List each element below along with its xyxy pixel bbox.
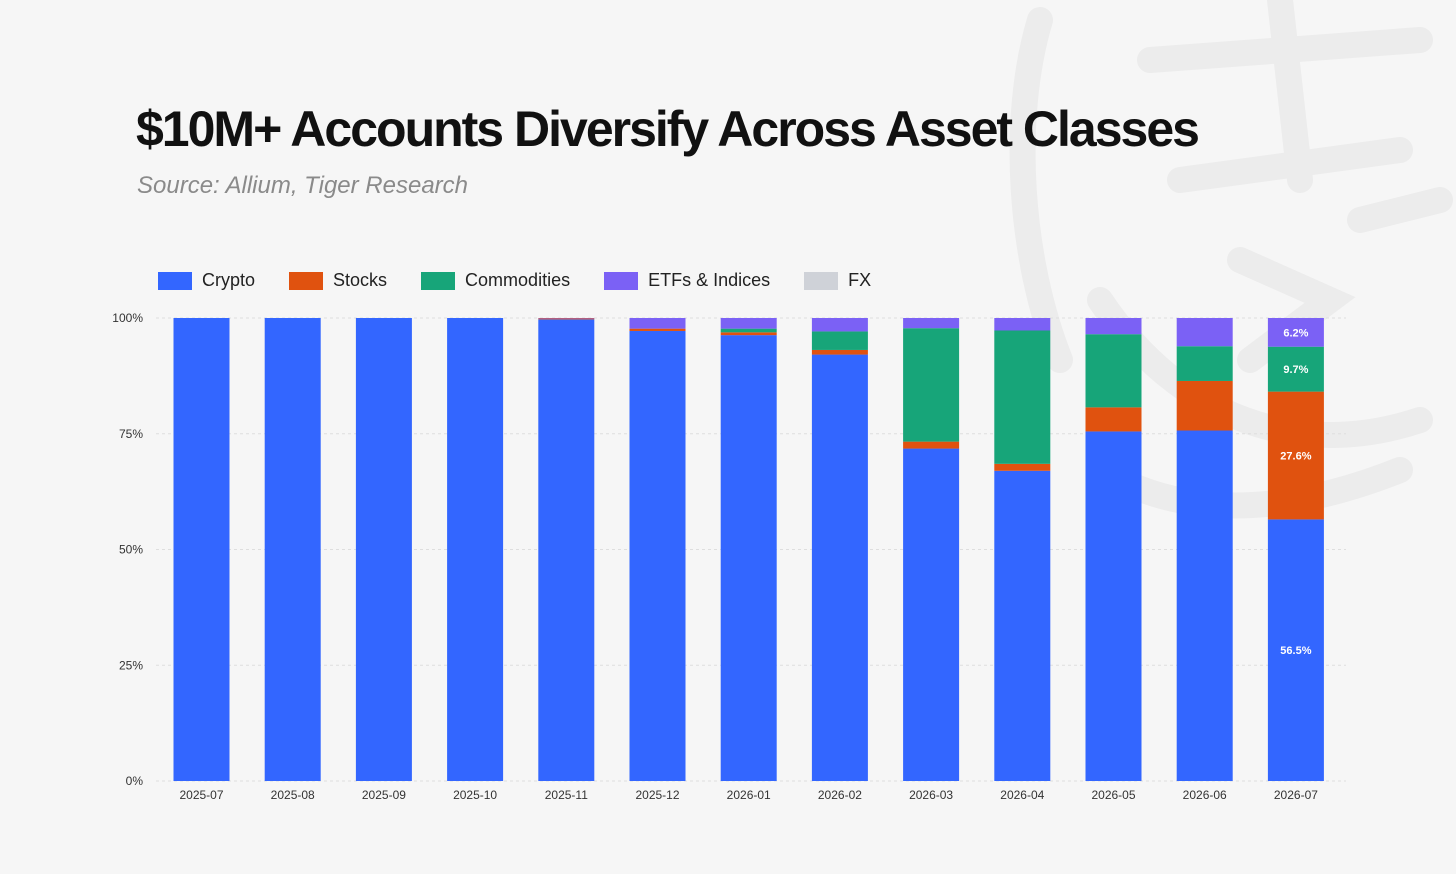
y-tick-label: 25% [119, 658, 143, 672]
data-label: 27.6% [1280, 451, 1311, 463]
bar-segment-commodities [994, 330, 1051, 464]
x-tick-label: 2025-10 [453, 788, 497, 802]
y-tick-label: 50% [119, 543, 143, 557]
data-label: 6.2% [1283, 327, 1308, 339]
data-label: 56.5% [1280, 645, 1311, 657]
bar-segment-crypto [355, 318, 412, 781]
x-tick-label: 2026-07 [1274, 788, 1318, 802]
x-tick-label: 2025-07 [179, 788, 223, 802]
x-tick-label: 2026-01 [727, 788, 771, 802]
legend-label-crypto: Crypto [202, 270, 256, 290]
bar-segment-etfs-indices [903, 318, 960, 329]
legend-swatch-etfs [604, 271, 639, 290]
bar-segment-commodities [1176, 346, 1233, 381]
chart-subtitle: Source: Allium, Tiger Research [137, 172, 469, 199]
data-label: 9.7% [1283, 364, 1308, 376]
x-tick-label: 2025-12 [635, 788, 679, 802]
legend-item-commodities: Commodities [421, 270, 570, 291]
bar-segment-crypto [720, 335, 777, 781]
legend-label-commodities: Commodities [465, 270, 571, 290]
bar-segment-crypto [1267, 519, 1324, 781]
x-tick-label: 2026-04 [1000, 788, 1044, 802]
bar-segment-stocks [1176, 380, 1233, 431]
x-tick-label: 2026-03 [909, 788, 953, 802]
bar-segment-commodities [1267, 346, 1324, 392]
bar-segment-stocks [1085, 407, 1142, 432]
legend-item-stocks: Stocks [289, 270, 387, 291]
x-tick-label: 2026-05 [1091, 788, 1135, 802]
bar-segment-etfs-indices [720, 318, 777, 329]
bar-segment-crypto [1085, 431, 1142, 781]
legend-swatch-commodities [421, 271, 456, 290]
legend-item-crypto: Crypto [158, 270, 255, 291]
bar-segment-commodities [1085, 334, 1142, 408]
bar-segment-commodities [903, 328, 960, 442]
legend-item-etfs: ETFs & Indices [604, 270, 770, 291]
bar-segment-crypto [811, 354, 868, 781]
legend-label-fx: FX [848, 270, 872, 290]
bar-segment-etfs-indices [1176, 318, 1233, 347]
bar-segment-etfs-indices [629, 318, 686, 329]
bar-segment-crypto [264, 318, 321, 781]
bar-segment-crypto [994, 470, 1051, 781]
bar-segment-stocks [903, 441, 960, 449]
y-tick-label: 100% [112, 311, 143, 325]
x-tick-label: 2026-06 [1183, 788, 1227, 802]
bar-segment-stocks [720, 332, 777, 336]
bar-segment-stocks [994, 463, 1051, 471]
bar-segment-crypto [173, 318, 230, 781]
legend-swatch-crypto [158, 271, 192, 290]
legend-label-etfs: ETFs & Indices [648, 270, 771, 290]
bar-segment-commodities [811, 331, 868, 350]
x-tick-label: 2025-11 [545, 788, 588, 802]
bar-segment-etfs-indices [811, 318, 868, 332]
x-tick-label: 2026-02 [818, 788, 862, 802]
bar-segment-stocks [629, 328, 686, 331]
bar-segment-stocks [811, 349, 868, 355]
x-tick-label: 2025-09 [362, 788, 406, 802]
legend-swatch-stocks [289, 271, 324, 290]
legend-swatch-fx [804, 271, 839, 290]
bar-segment-commodities [720, 328, 777, 333]
bar-segment-crypto [538, 319, 595, 781]
legend-label-stocks: Stocks [333, 270, 388, 290]
bar-segment-crypto [447, 318, 504, 781]
bar-segment-stocks [538, 318, 595, 320]
x-tick-label: 2025-08 [271, 788, 315, 802]
bar-segment-etfs-indices [994, 318, 1051, 331]
chart-title: $10M+ Accounts Diversify Across Asset Cl… [136, 101, 1200, 157]
bar-segment-crypto [1176, 430, 1233, 781]
y-tick-label: 75% [119, 427, 143, 441]
bar-segment-etfs-indices [1085, 318, 1142, 335]
y-tick-label: 0% [126, 774, 144, 788]
legend-item-fx: FX [804, 270, 871, 291]
bar-segment-etfs-indices [1267, 318, 1324, 347]
legend: Crypto Stocks Commodities ETFs & Indices… [158, 270, 905, 291]
bar-segment-crypto [629, 330, 686, 781]
bar-segment-stocks [1267, 391, 1324, 520]
bar-segment-crypto [903, 448, 960, 781]
